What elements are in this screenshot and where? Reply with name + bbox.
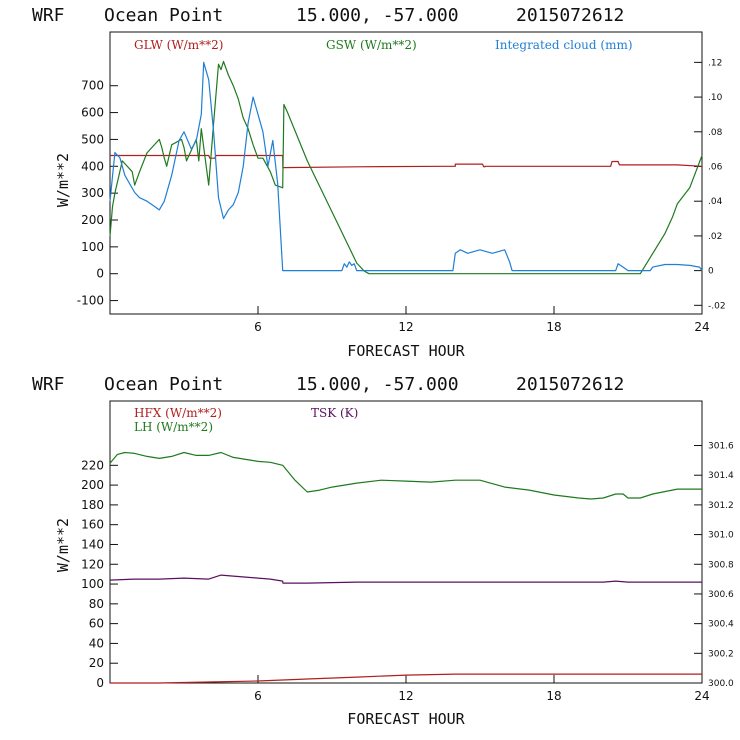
y-tick-label: 180 xyxy=(81,498,104,512)
x-tick-label: 24 xyxy=(694,320,709,334)
y-tick-label: 0 xyxy=(96,267,104,281)
y-tick-label: 400 xyxy=(81,159,104,173)
right-tick-label: 0 xyxy=(708,267,714,277)
right-tick-label: 300.6 xyxy=(708,590,734,600)
x-axis-label: FORECAST HOUR xyxy=(347,342,465,360)
panel-title-coords: 15.000, -57.000 xyxy=(296,374,459,395)
series-line-hfx xyxy=(110,673,702,684)
y-tick-label: 100 xyxy=(81,240,104,254)
y-tick-label: 80 xyxy=(89,597,104,611)
y-tick-label: 600 xyxy=(81,106,104,120)
x-tick-label: 18 xyxy=(546,689,561,703)
series-line-lh xyxy=(109,451,702,500)
series-group xyxy=(109,451,702,684)
legend-lh: LH (W/m**2) xyxy=(134,420,213,434)
legend-cloud: Integrated cloud (mm) xyxy=(495,38,633,52)
right-tick-label: 301.6 xyxy=(708,442,734,452)
right-tick-label: 301.4 xyxy=(708,471,734,481)
y-tick-label: 300 xyxy=(81,186,104,200)
right-tick-label: .10 xyxy=(708,93,723,103)
y-tick-label: 500 xyxy=(81,132,104,146)
x-ticks: 6 12 18 24 xyxy=(254,306,710,334)
y-axis-label: W/m**2 xyxy=(54,153,72,207)
legend-glw: GLW (W/m**2) xyxy=(134,38,223,52)
panel-title-location: Ocean Point xyxy=(104,5,223,26)
y-tick-label: 60 xyxy=(89,617,104,631)
right-tick-label: .06 xyxy=(708,162,723,172)
panel-title-model: WRF xyxy=(32,5,65,26)
legend-hfx: HFX (W/m**2) xyxy=(134,406,222,420)
panel-surface-flux: WRF Ocean Point 15.000, -57.000 20150726… xyxy=(32,374,734,728)
right-tick-label: 300.4 xyxy=(708,620,734,630)
right-ticks: -.02 0 .02 .04 .06 .08 .10 .12 xyxy=(694,58,726,311)
x-tick-label: 24 xyxy=(694,689,709,703)
plot-frame xyxy=(109,31,703,315)
right-tick-label: 301.2 xyxy=(708,501,734,511)
right-tick-label: 300.2 xyxy=(708,649,734,659)
right-tick-label: .04 xyxy=(708,197,723,207)
series-line-gsw xyxy=(109,60,703,275)
series-line-integrated xyxy=(109,61,703,272)
x-tick-label: 12 xyxy=(398,689,413,703)
y-tick-label: 100 xyxy=(81,577,104,591)
y-ticks: 0 20 40 60 80 100 120 140 160 180 200 220 xyxy=(81,458,118,690)
panel-title-run: 2015072612 xyxy=(516,5,624,26)
x-tick-label: 18 xyxy=(546,320,561,334)
panel-title-model: WRF xyxy=(32,374,65,395)
y-tick-label: 220 xyxy=(81,458,104,472)
right-tick-label: -.02 xyxy=(708,301,726,311)
right-tick-label: .12 xyxy=(708,58,722,68)
right-ticks: 300.0 300.2 300.4 300.6 300.8 301.0 301.2 301.4… xyxy=(694,442,734,689)
y-tick-label: 200 xyxy=(81,478,104,492)
x-tick-label: 6 xyxy=(254,689,262,703)
panel-title-coords: 15.000, -57.000 xyxy=(296,5,459,26)
right-tick-label: .08 xyxy=(708,128,723,138)
right-tick-label: .02 xyxy=(708,232,722,242)
x-tick-label: 6 xyxy=(254,320,262,334)
y-tick-label: 700 xyxy=(81,79,104,93)
panel-title-location: Ocean Point xyxy=(104,374,223,395)
y-axis-label: W/m**2 xyxy=(54,518,72,572)
y-tick-label: -100 xyxy=(77,294,104,308)
y-tick-label: 160 xyxy=(81,518,104,532)
legend-tsk: TSK (K) xyxy=(311,406,358,420)
right-tick-label: 300.0 xyxy=(708,679,734,689)
panel-radiation: WRF Ocean Point 15.000, -57.000 20150726… xyxy=(32,5,726,360)
x-axis-label: FORECAST HOUR xyxy=(347,710,465,728)
y-tick-label: 0 xyxy=(96,676,104,690)
y-tick-label: 140 xyxy=(81,537,104,551)
y-tick-label: 200 xyxy=(81,213,104,227)
y-tick-label: 20 xyxy=(89,656,104,670)
y-ticks: -100 0 100 200 300 400 500 600 700 xyxy=(77,79,118,308)
x-tick-label: 12 xyxy=(398,320,413,334)
x-ticks: 6 12 18 24 xyxy=(254,675,710,703)
series-line-tsk xyxy=(109,574,702,584)
right-tick-label: 300.8 xyxy=(708,560,734,570)
series-group xyxy=(109,60,703,275)
plot-frame xyxy=(109,400,703,684)
y-tick-label: 40 xyxy=(89,636,104,650)
legend-gsw: GSW (W/m**2) xyxy=(326,38,417,52)
right-tick-label: 301.0 xyxy=(708,531,734,541)
panel-title-run: 2015072612 xyxy=(516,374,624,395)
y-tick-label: 120 xyxy=(81,557,104,571)
